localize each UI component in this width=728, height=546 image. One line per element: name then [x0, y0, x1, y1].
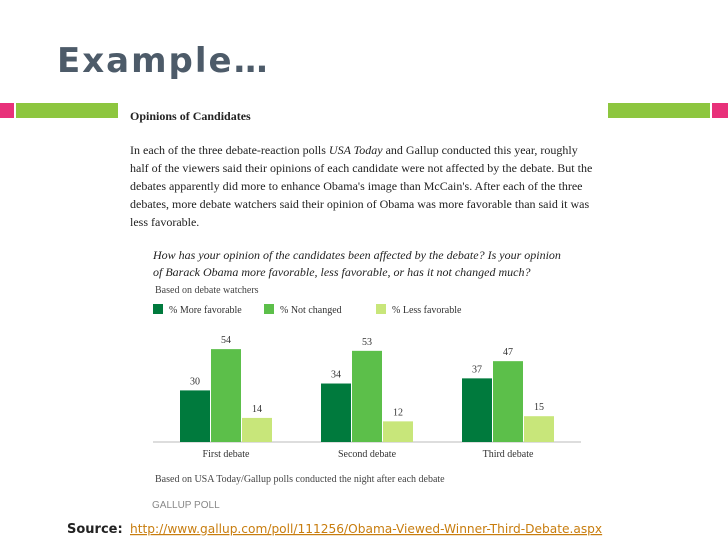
value-label: 37: [472, 364, 482, 375]
bar: [211, 349, 241, 442]
source-label: Source:: [67, 522, 123, 537]
paragraph-line: debates, more debate watchers said their…: [130, 197, 590, 211]
value-label: 15: [534, 402, 544, 413]
x-tick-label: Second debate: [338, 449, 397, 460]
accent-bar: [712, 103, 728, 118]
bar: [180, 390, 210, 442]
question-line: of Barack Obama more favorable, less fav…: [153, 265, 531, 279]
legend-label: % Not changed: [280, 305, 342, 316]
legend-swatch: [264, 304, 274, 314]
accent-bar: [0, 103, 14, 118]
paragraph-text: USA Today: [329, 143, 383, 157]
value-label: 14: [252, 404, 262, 415]
brand: GALLUP POLL: [152, 500, 220, 511]
paragraph-text: debates, more debate watchers said their…: [130, 197, 590, 211]
source-link[interactable]: http://www.gallup.com/poll/111256/Obama-…: [130, 522, 602, 536]
accent-bar: [608, 103, 710, 118]
legend-swatch: [376, 304, 386, 314]
bar: [383, 421, 413, 442]
chart-subtitle: Based on debate watchers: [155, 285, 259, 296]
value-label: 54: [221, 335, 231, 346]
value-label: 30: [190, 376, 200, 387]
bar: [524, 416, 554, 442]
value-label: 34: [331, 370, 341, 381]
value-label: 53: [362, 337, 372, 348]
x-tick-label: Third debate: [483, 449, 534, 460]
legend-label: % Less favorable: [392, 305, 462, 316]
footnote: Based on USA Today/Gallup polls conducte…: [155, 474, 445, 485]
paragraph-text: In each of the three debate-reaction pol…: [130, 143, 329, 157]
accent-bar: [16, 103, 118, 118]
paragraph-text: less favorable.: [130, 215, 199, 229]
bar: [242, 417, 272, 442]
paragraph: In each of the three debate-reaction pol…: [130, 143, 592, 229]
question-line: How has your opinion of the candidates b…: [152, 248, 561, 262]
paragraph-line: half of the viewers said their opinions …: [130, 161, 592, 175]
x-tick-label: First debate: [203, 449, 250, 460]
value-label: 12: [393, 407, 403, 418]
paragraph-text: debates apparently did more to enhance O…: [130, 179, 582, 193]
bar: [321, 383, 351, 442]
value-label: 47: [503, 347, 513, 358]
paragraph-line: In each of the three debate-reaction pol…: [130, 143, 578, 157]
bar: [462, 378, 492, 442]
chart-heading: Opinions of Candidates: [130, 109, 251, 123]
bar: [493, 361, 523, 442]
bar: [352, 350, 382, 442]
paragraph-line: debates apparently did more to enhance O…: [130, 179, 582, 193]
paragraph-text: and Gallup conducted this year, roughly: [383, 143, 578, 157]
legend-swatch: [153, 304, 163, 314]
slide-title: Example…: [57, 41, 270, 81]
paragraph-line: less favorable.: [130, 215, 199, 229]
legend-label: % More favorable: [169, 305, 242, 316]
paragraph-text: half of the viewers said their opinions …: [130, 161, 592, 175]
